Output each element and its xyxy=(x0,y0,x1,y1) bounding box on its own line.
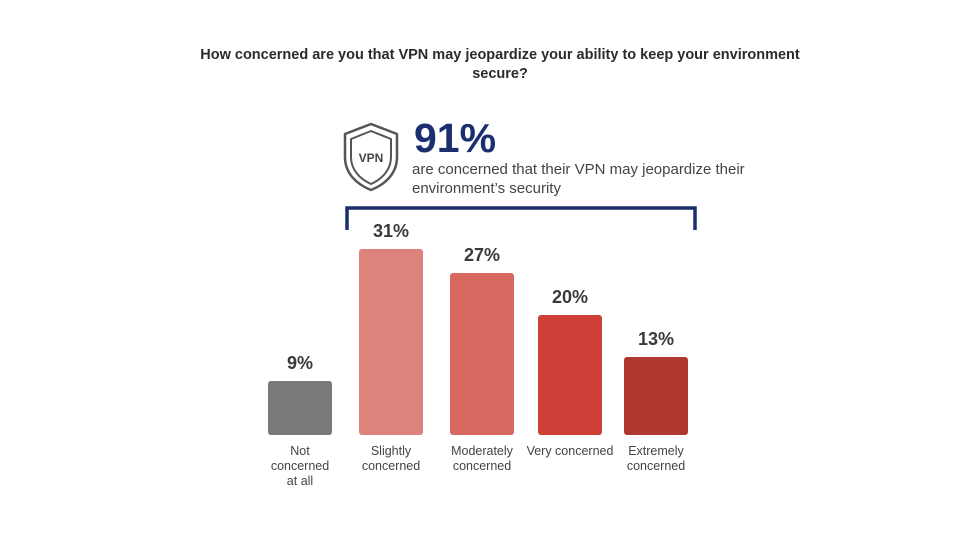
chart-title: How concerned are you that VPN may jeopa… xyxy=(200,47,800,82)
bar-value-label: 27% xyxy=(463,245,501,265)
callout-percent: 91% xyxy=(414,115,497,161)
category-label: Extremely concerned xyxy=(626,444,686,473)
bar-value-label: 13% xyxy=(637,329,675,349)
vpn-badge-text: VPN xyxy=(359,151,384,165)
category-label: Not concerned at all xyxy=(270,444,330,488)
category-label: Very concerned xyxy=(526,444,614,458)
shield-icon: VPN xyxy=(343,122,399,192)
bar-2 xyxy=(450,273,514,435)
bracket xyxy=(345,206,697,230)
bar-value-label: 20% xyxy=(551,287,589,307)
bar-0 xyxy=(268,381,332,435)
bar-value-label: 9% xyxy=(286,353,313,373)
bar-3 xyxy=(538,315,602,435)
bar-4 xyxy=(624,357,688,435)
category-label: Moderately concerned xyxy=(451,444,513,473)
bar-value-label: 31% xyxy=(372,221,410,241)
callout-text: are concerned that their VPN may jeopard… xyxy=(412,161,745,197)
category-label: Slightly concerned xyxy=(361,444,421,473)
bar-1 xyxy=(359,249,423,435)
